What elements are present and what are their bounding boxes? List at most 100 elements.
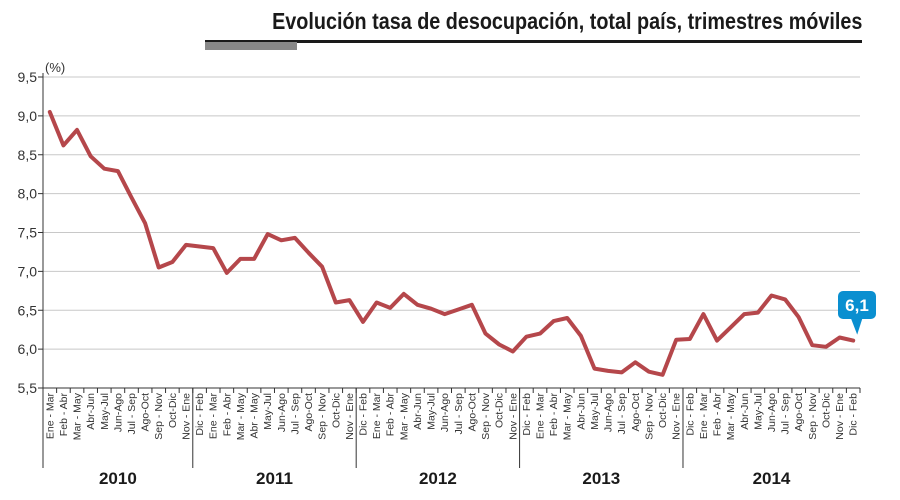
year-label: 2014 <box>753 469 791 488</box>
data-point <box>157 265 161 269</box>
x-tick-label: Jun-Ago <box>603 393 615 432</box>
data-point <box>606 369 610 373</box>
data-point <box>279 238 283 242</box>
x-tick-label: Ene - Mar <box>371 393 383 440</box>
data-point <box>334 300 338 304</box>
y-tick-label: 9,0 <box>18 108 38 124</box>
data-point <box>102 167 106 171</box>
axes <box>42 73 860 468</box>
x-tick-label: Abr-Jun <box>575 393 587 430</box>
y-tick-label: 7,0 <box>18 263 38 279</box>
x-tick-label: Dic - Feb <box>357 393 369 436</box>
x-tick-label: Mar - May <box>235 392 247 440</box>
data-point <box>838 335 842 339</box>
callout-box <box>838 291 876 319</box>
data-point <box>592 367 596 371</box>
x-tick-label: Oct-Dic <box>657 393 669 428</box>
y-tick-label: 6,5 <box>18 302 38 318</box>
x-tick-label: Mar - May <box>398 392 410 440</box>
x-tick-label: Sep - Nov <box>480 392 492 439</box>
data-point <box>238 257 242 261</box>
data-point <box>688 337 692 341</box>
x-tick-label: Dic - Feb <box>521 393 533 436</box>
data-point <box>797 315 801 319</box>
year-label: 2011 <box>256 469 293 488</box>
data-point <box>184 243 188 247</box>
x-tick-label: Dic - Feb <box>194 393 206 436</box>
x-tick-label: May-Jul <box>589 393 601 430</box>
x-tick-label: Ago-Oct <box>466 393 478 432</box>
data-point <box>538 332 542 336</box>
x-tick-label: Jul - Sep <box>289 393 301 435</box>
data-point <box>756 311 760 315</box>
x-tick-label: Jul - Sep <box>780 393 792 435</box>
data-point <box>130 196 134 200</box>
y-axis-ticks: 5,5 6,0 6,5 7,0 7,5 8,0 8,5 9,0 9,5 <box>18 69 43 396</box>
x-tick-label: May-Jul <box>426 393 438 430</box>
x-tick-label: Sep - Nov <box>153 392 165 439</box>
year-labels: 2010 2011 2012 2013 2014 <box>99 388 791 488</box>
x-tick-label: Jun-Ago <box>766 393 778 432</box>
x-tick-label: Ene - Mar <box>698 393 710 440</box>
x-tick-label: Jul - Sep <box>453 393 465 435</box>
data-point <box>661 373 665 377</box>
x-tick-label: May-Jul <box>262 393 274 430</box>
x-tick-label: Mar - May <box>72 392 84 440</box>
data-point <box>783 297 787 301</box>
y-tick-label: 9,5 <box>18 69 38 85</box>
data-point <box>388 306 392 310</box>
chart-title: Evolución tasa de desocupación, total pa… <box>271 8 862 34</box>
data-point <box>61 143 65 147</box>
x-axis-ticks: Ene - Mar Feb - Abr Mar - May Abr-Jun May-Ju… <box>42 388 861 440</box>
data-point <box>511 349 515 353</box>
data-point <box>361 320 365 324</box>
x-tick-label: Ago-Oct <box>140 393 152 432</box>
data-point <box>266 232 270 236</box>
data-point <box>443 312 447 316</box>
year-label: 2012 <box>419 469 457 488</box>
data-point <box>456 307 460 311</box>
data-point <box>320 265 324 269</box>
y-tick-label: 5,5 <box>18 380 38 396</box>
callout-pointer <box>851 319 863 335</box>
data-point <box>75 128 79 132</box>
data-point <box>89 154 93 158</box>
data-point <box>470 303 474 307</box>
data-point <box>824 345 828 349</box>
series-line <box>47 110 856 377</box>
x-tick-label: Ene - Mar <box>44 393 56 440</box>
x-tick-label: Feb - Abr <box>548 392 560 436</box>
x-tick-label: Mar - May <box>725 392 737 440</box>
x-tick-label: Jun-Ago <box>439 393 451 432</box>
data-point <box>429 307 433 311</box>
x-tick-label: May-Jul <box>752 393 764 430</box>
x-tick-label: Jul - Sep <box>616 393 628 435</box>
data-point <box>715 339 719 343</box>
title-underline <box>205 40 862 43</box>
data-point <box>565 316 569 320</box>
data-point <box>307 251 311 255</box>
data-point <box>198 244 202 248</box>
x-tick-label: Sep - Nov <box>643 392 655 439</box>
x-tick-label: Ago-Oct <box>793 393 805 432</box>
x-tick-label: Nov - Ene <box>180 393 192 440</box>
data-point <box>742 312 746 316</box>
x-tick-label: Abr-Jun <box>412 393 424 430</box>
title-accent-bar <box>205 42 297 50</box>
x-tick-label: Nov - Ene <box>834 393 846 440</box>
data-point <box>851 339 855 343</box>
x-tick-label: Dic - Feb <box>848 393 860 436</box>
data-point <box>211 246 215 250</box>
x-tick-label: Sep - Nov <box>807 392 819 439</box>
year-label: 2010 <box>99 469 137 488</box>
data-point <box>293 236 297 240</box>
x-tick-label: Oct-Dic <box>820 393 832 428</box>
x-tick-label: Ene - Mar <box>535 393 547 440</box>
y-tick-label: 8,0 <box>18 186 38 202</box>
grid-lines <box>43 76 860 389</box>
x-tick-label: Nov - Ene <box>344 393 356 440</box>
series-layer <box>47 110 856 377</box>
x-tick-label: Nov - Ene <box>507 393 519 440</box>
x-tick-label: Oct-Dic <box>494 393 506 428</box>
